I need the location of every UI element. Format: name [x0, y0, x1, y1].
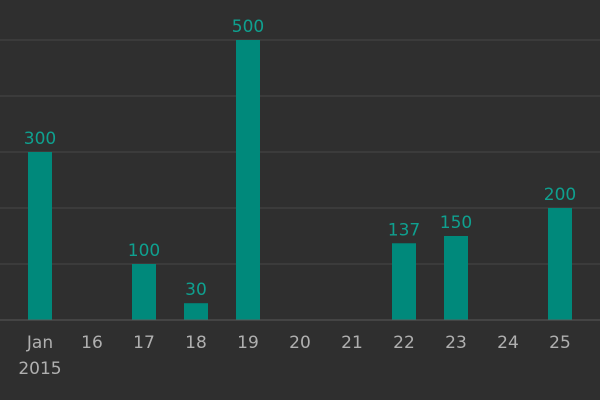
x-tick-label: 24 [497, 333, 519, 353]
bars [28, 40, 572, 320]
bar [184, 303, 208, 320]
x-tick-label: 22 [393, 333, 415, 353]
x-axis-ticks: Jan 2015 16 17 18 19 20 21 22 23 24 25 [18, 333, 570, 379]
x-tick-label: 20 [289, 333, 311, 353]
bar [236, 40, 260, 320]
bar [132, 264, 156, 320]
x-tick-label: 17 [133, 333, 155, 353]
bar-value-label: 200 [544, 185, 576, 205]
bar-value-label: 30 [185, 280, 207, 300]
bar [444, 236, 468, 320]
bar-value-label: 137 [388, 220, 420, 240]
bar-value-label: 100 [128, 241, 160, 261]
x-tick-label: 25 [549, 333, 571, 353]
bar [28, 152, 52, 320]
bar [392, 243, 416, 320]
x-tick-label: 16 [81, 333, 103, 353]
x-tick-label: Jan [26, 333, 53, 353]
bar-value-label: 300 [24, 129, 56, 149]
bar-value-label: 500 [232, 17, 264, 37]
data-labels: 300 100 30 500 137 150 200 [24, 17, 576, 300]
bar [548, 208, 572, 320]
x-tick-label: 21 [341, 333, 363, 353]
gridlines [0, 39, 600, 265]
x-tick-label: 18 [185, 333, 207, 353]
bar-value-label: 150 [440, 213, 472, 233]
x-tick-label: 23 [445, 333, 467, 353]
x-tick-label: 19 [237, 333, 259, 353]
x-tick-year-label: 2015 [18, 359, 61, 379]
